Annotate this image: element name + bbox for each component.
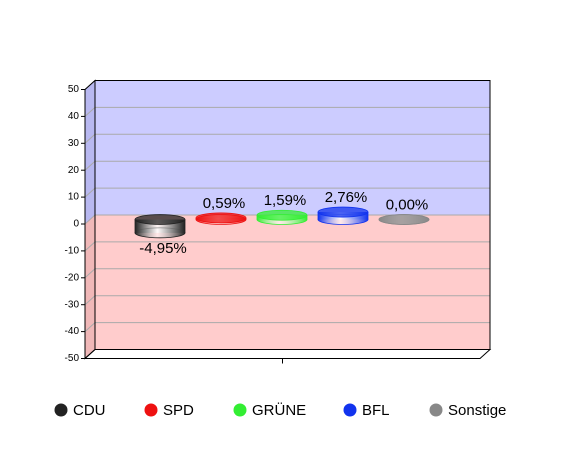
bar-top (195, 212, 247, 224)
side-grid-line (84, 295, 96, 306)
y-tick-label: -50 (65, 353, 80, 364)
bar (317, 206, 369, 225)
legend-marker (429, 403, 443, 417)
y-tick-label: 0 (73, 219, 79, 230)
legend-label: GRÜNE (252, 401, 306, 419)
side-grid-line (84, 133, 96, 144)
bar-top (256, 209, 308, 221)
bar (378, 214, 430, 225)
value-label: 0,59% (203, 195, 246, 212)
legend-marker (144, 403, 158, 417)
legend-marker (54, 403, 68, 417)
y-tick-label: -40 (65, 326, 80, 337)
legend-marker (233, 403, 247, 417)
legend-label: SPD (163, 402, 194, 419)
y-tick-label: 10 (68, 192, 80, 203)
legend-label: CDU (73, 402, 106, 419)
value-label: 1,59% (264, 192, 307, 209)
side-wall-outline (84, 79, 96, 360)
bar-top (317, 206, 369, 218)
legend-label: Sonstige (448, 402, 506, 419)
side-wall-negative (85, 215, 95, 359)
y-tick-label: 50 (68, 84, 80, 95)
value-label: 2,76% (325, 189, 368, 206)
bar-top (134, 214, 186, 225)
side-wall-positive (85, 80, 95, 224)
y-tick-label: 20 (68, 165, 80, 176)
bar-top (378, 214, 430, 225)
back-wall-positive (95, 80, 490, 215)
y-tick-label: 30 (68, 138, 80, 149)
bar (195, 212, 247, 225)
bar (134, 214, 186, 239)
y-tick-label: -10 (65, 246, 80, 257)
side-grid-line (84, 214, 96, 225)
value-label: 0,00% (386, 196, 429, 213)
value-label: -4,95% (139, 240, 187, 257)
side-grid-line (84, 187, 96, 198)
side-grid-line (84, 160, 96, 171)
side-grid-line (84, 241, 96, 252)
legend-marker (343, 403, 357, 417)
side-grid-line (84, 322, 96, 332)
floor (83, 349, 492, 359)
bar (256, 209, 308, 225)
y-tick-label: -20 (65, 272, 80, 283)
side-grid-line (84, 107, 96, 117)
legend-label: BFL (362, 402, 390, 419)
y-tick-label: 40 (68, 111, 80, 122)
side-grid-line (84, 268, 96, 279)
y-tick-label: -30 (65, 299, 80, 310)
